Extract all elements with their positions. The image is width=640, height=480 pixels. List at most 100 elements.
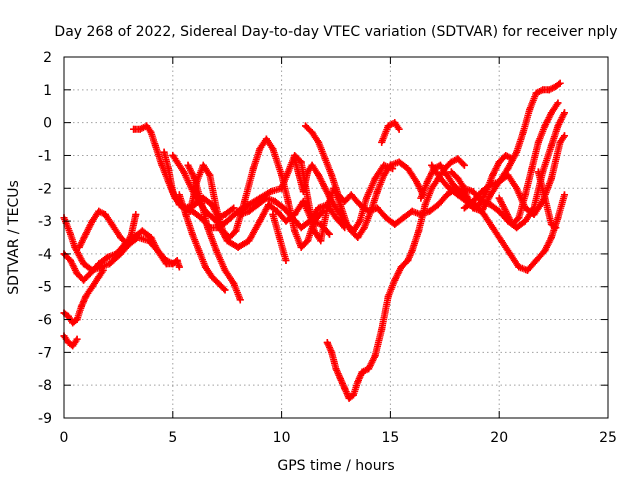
data-point bbox=[112, 250, 120, 258]
data-point bbox=[143, 122, 151, 130]
data-point bbox=[104, 253, 112, 261]
data-point bbox=[426, 207, 434, 215]
data-point bbox=[360, 224, 368, 232]
data-point bbox=[282, 256, 290, 264]
data-point bbox=[508, 220, 516, 228]
data-point bbox=[384, 293, 392, 301]
data-point bbox=[99, 266, 107, 274]
data-point bbox=[88, 217, 96, 225]
data-point bbox=[428, 184, 436, 192]
data-point bbox=[530, 204, 538, 212]
data-point bbox=[469, 188, 477, 196]
data-point bbox=[221, 266, 229, 274]
data-point bbox=[319, 207, 327, 215]
data-point bbox=[380, 171, 388, 179]
data-point bbox=[193, 178, 201, 186]
data-point bbox=[502, 207, 510, 215]
data-point bbox=[391, 220, 399, 228]
data-point bbox=[180, 168, 188, 176]
data-point bbox=[236, 296, 244, 304]
data-point bbox=[132, 211, 140, 219]
data-point bbox=[321, 184, 329, 192]
data-point bbox=[556, 79, 564, 87]
data-point bbox=[212, 204, 220, 212]
data-point bbox=[130, 125, 138, 133]
data-point bbox=[391, 119, 399, 127]
y-tick-label: -2 bbox=[38, 181, 52, 197]
data-point bbox=[123, 240, 131, 248]
data-point bbox=[323, 339, 331, 347]
data-point bbox=[325, 230, 333, 238]
data-point bbox=[214, 279, 222, 287]
y-tick-label: 1 bbox=[43, 83, 52, 99]
data-point bbox=[73, 316, 81, 324]
series-track-17 bbox=[378, 119, 403, 146]
y-tick-label: -3 bbox=[38, 214, 52, 230]
data-point bbox=[164, 165, 172, 173]
data-point bbox=[262, 135, 270, 143]
data-point bbox=[317, 220, 325, 228]
data-point bbox=[73, 270, 81, 278]
x-tick-label: 10 bbox=[273, 430, 291, 446]
data-point bbox=[478, 197, 486, 205]
data-point bbox=[64, 312, 72, 320]
data-point bbox=[347, 191, 355, 199]
x-tick-label: 25 bbox=[599, 430, 617, 446]
data-point bbox=[245, 207, 253, 215]
data-point bbox=[328, 348, 336, 356]
data-point bbox=[354, 378, 362, 386]
data-point bbox=[554, 99, 562, 107]
data-point bbox=[552, 83, 560, 91]
data-point bbox=[515, 214, 523, 222]
data-point bbox=[69, 342, 77, 350]
data-point bbox=[212, 247, 220, 255]
x-tick-label: 15 bbox=[381, 430, 399, 446]
data-point bbox=[362, 194, 370, 202]
data-point bbox=[304, 168, 312, 176]
data-point bbox=[201, 263, 209, 271]
data-point bbox=[136, 125, 144, 133]
data-point bbox=[69, 319, 77, 327]
series-track-12 bbox=[236, 194, 349, 232]
data-point bbox=[223, 217, 231, 225]
data-point bbox=[450, 181, 458, 189]
data-point bbox=[254, 201, 262, 209]
data-point bbox=[315, 171, 323, 179]
data-point bbox=[526, 106, 534, 114]
data-point bbox=[521, 191, 529, 199]
data-point bbox=[175, 263, 183, 271]
data-point bbox=[267, 188, 275, 196]
y-tick-label: 2 bbox=[43, 50, 52, 66]
data-point bbox=[67, 256, 75, 264]
data-point bbox=[304, 237, 312, 245]
data-point bbox=[378, 325, 386, 333]
data-point bbox=[541, 194, 549, 202]
data-point bbox=[282, 217, 290, 225]
data-point bbox=[404, 165, 412, 173]
data-point bbox=[208, 273, 216, 281]
data-point bbox=[502, 151, 510, 159]
data-point bbox=[169, 188, 177, 196]
data-point bbox=[169, 151, 177, 159]
data-point bbox=[347, 227, 355, 235]
data-point bbox=[201, 207, 209, 215]
x-tick-label: 20 bbox=[490, 430, 508, 446]
data-point bbox=[486, 201, 494, 209]
data-point bbox=[334, 191, 342, 199]
data-series bbox=[60, 79, 568, 402]
data-point bbox=[469, 197, 477, 205]
data-point bbox=[186, 207, 194, 215]
axis-ticks: 0 5 10 15 20 25 -9 -8 -7 -6 -5 -4 -3 -2 -1 0 1 2 bbox=[38, 50, 617, 446]
data-point bbox=[528, 165, 536, 173]
data-point bbox=[175, 191, 183, 199]
data-point bbox=[395, 125, 403, 133]
data-point bbox=[447, 158, 455, 166]
data-point bbox=[273, 207, 281, 215]
chart-title: Day 268 of 2022, Sidereal Day-to-day VTE… bbox=[54, 24, 617, 40]
data-point bbox=[421, 201, 429, 209]
data-point bbox=[506, 250, 514, 258]
data-point bbox=[280, 204, 288, 212]
data-point bbox=[328, 197, 336, 205]
data-point bbox=[497, 237, 505, 245]
